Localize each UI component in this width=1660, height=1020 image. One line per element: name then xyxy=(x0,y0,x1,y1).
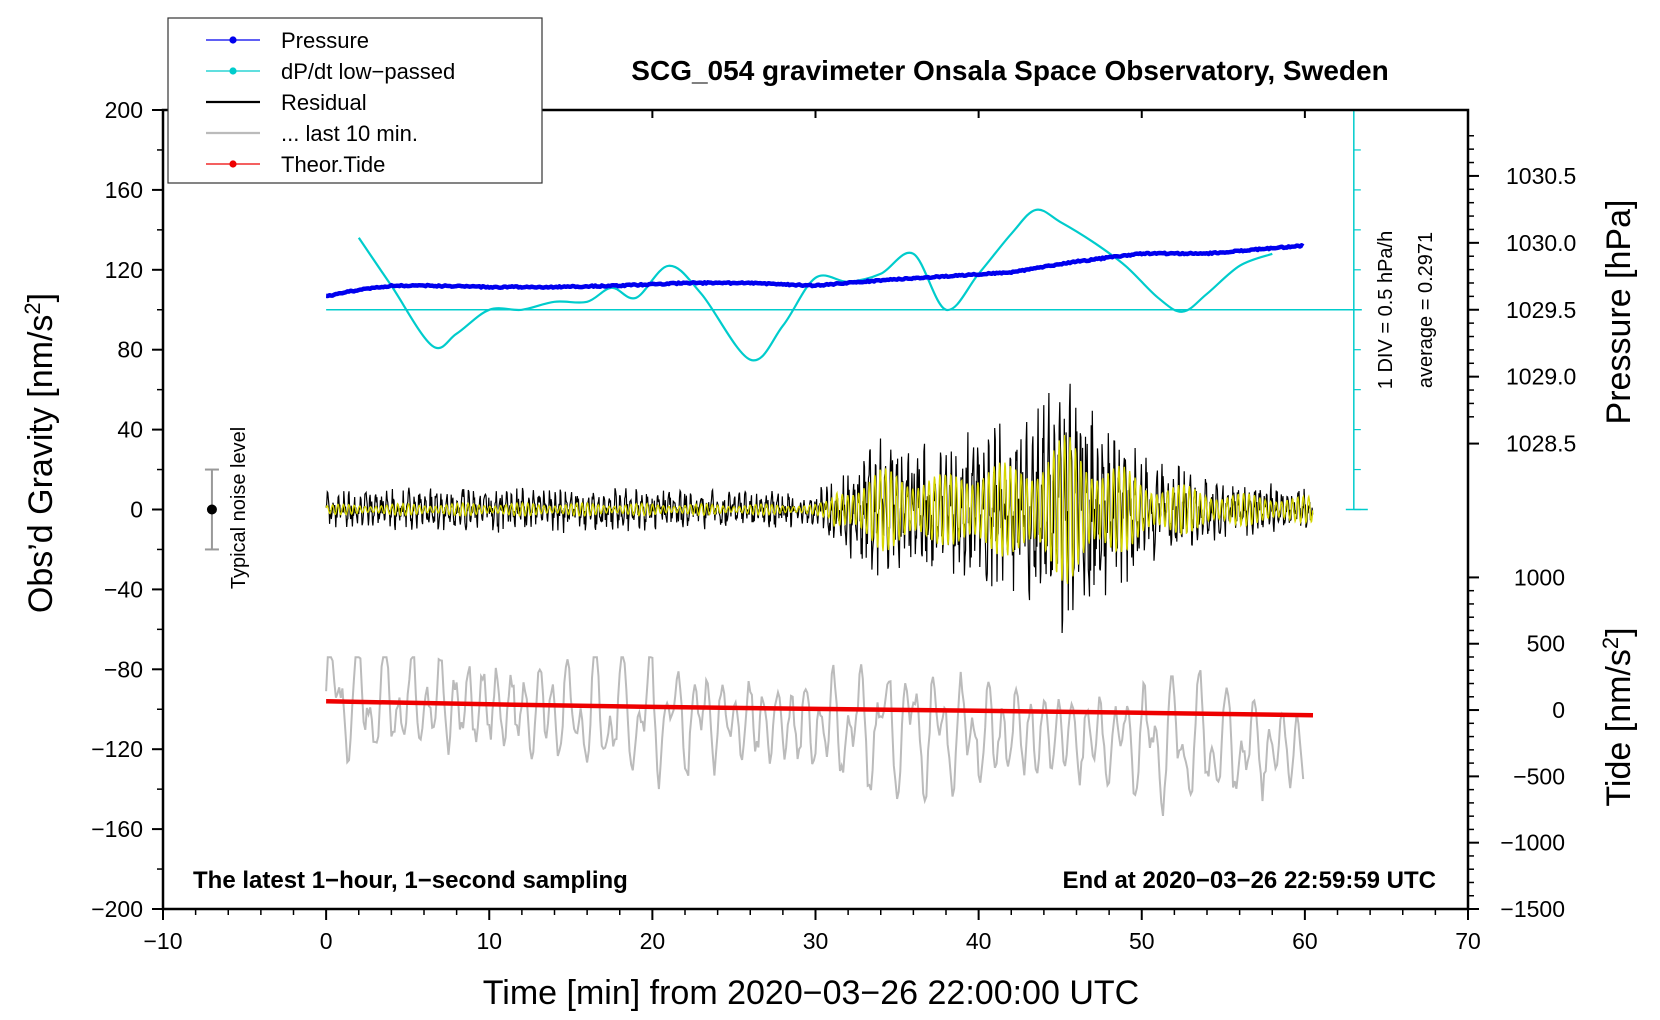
x-axis-label: Time [min] from 2020−03−26 22:00:00 UTC xyxy=(483,974,1139,1012)
tide-axis-label-sup: 2 xyxy=(1598,637,1623,649)
x-tick-label: 30 xyxy=(803,928,829,954)
legend-label-theor-tide: Theor.Tide xyxy=(281,152,385,177)
series-pressure-line xyxy=(325,243,1305,299)
legend-label-dp-dt-low-passed: dP/dt low−passed xyxy=(281,59,455,84)
tide-tick-label: −500 xyxy=(1513,763,1565,789)
legend-marker-theor-tide xyxy=(229,160,237,168)
series-dpdt-line xyxy=(357,208,1273,362)
y-tick-label: 160 xyxy=(105,177,143,203)
pressure-tick-label: 1029.0 xyxy=(1506,364,1576,390)
legend-marker-dp-dt-low-passed xyxy=(229,67,237,75)
tide-axis-label: Tide [nm/s2] xyxy=(1598,627,1638,806)
tide-tick-label: 0 xyxy=(1552,697,1565,723)
y-tick-label: −200 xyxy=(91,896,143,922)
pressure-tick-label: 1028.5 xyxy=(1506,431,1576,457)
x-tick-label: 70 xyxy=(1455,928,1481,954)
pressure-tick-label: 1030.0 xyxy=(1506,230,1576,256)
legend-box xyxy=(167,17,543,184)
x-tick-label: 60 xyxy=(1292,928,1318,954)
y-axis-label: Obs’d Gravity [nm/s2] xyxy=(20,293,60,613)
y-axis-label-sup: 2 xyxy=(20,302,45,314)
x-tick-label: −10 xyxy=(143,928,182,954)
tide-axis-label-end: ] xyxy=(1600,627,1638,636)
x-tick-label: 0 xyxy=(320,928,333,954)
legend-label-last-10-min: ... last 10 min. xyxy=(281,121,418,146)
series-theor-tide-line xyxy=(326,699,1314,718)
pressure-axis-label: Pressure [hPa] xyxy=(1600,200,1638,425)
x-tick-label: 50 xyxy=(1129,928,1155,954)
dpdt-scale-div-label: 1 DIV = 0.5 hPa/h xyxy=(1375,231,1397,389)
annotation-end-time: End at 2020−03−26 22:59:59 UTC xyxy=(1062,867,1436,894)
x-tick-label: 40 xyxy=(966,928,992,954)
y-tick-label: −40 xyxy=(104,576,143,602)
tide-tick-label: −1500 xyxy=(1500,896,1565,922)
y-tick-label: 0 xyxy=(130,497,143,523)
noise-level-label: Typical noise level xyxy=(228,427,250,589)
y-tick-label: 80 xyxy=(117,337,143,363)
series-last-10-min-line xyxy=(325,656,1305,817)
tide-tick-label: 500 xyxy=(1527,631,1565,657)
y-tick-label: 200 xyxy=(105,97,143,123)
x-tick-label: 20 xyxy=(640,928,666,954)
legend-label-residual: Residual xyxy=(281,90,367,115)
y-axis-label-end: ] xyxy=(22,293,60,302)
tide-tick-label: 1000 xyxy=(1514,564,1565,590)
y-tick-label: −80 xyxy=(104,656,143,682)
pressure-tick-label: 1029.5 xyxy=(1506,297,1576,323)
y-tick-label: −120 xyxy=(91,736,143,762)
x-tick-label: 10 xyxy=(476,928,502,954)
series-band-passed-line xyxy=(325,434,1314,584)
annotation-sampling: The latest 1−hour, 1−second sampling xyxy=(193,867,628,894)
dpdt-scale-average-label: average = 0.2971 xyxy=(1415,232,1437,388)
noise-bar-center xyxy=(206,504,217,515)
legend-label-pressure: Pressure xyxy=(281,28,369,53)
y-tick-label: 120 xyxy=(105,257,143,283)
y-tick-label: −160 xyxy=(91,816,143,842)
y-tick-label: 40 xyxy=(117,417,143,443)
chart-title: SCG_054 gravimeter Onsala Space Observat… xyxy=(631,55,1388,86)
tide-axis-label-text: Tide [nm/s xyxy=(1600,649,1638,806)
y-axis-label-text: Obs’d Gravity [nm/s xyxy=(22,315,60,614)
tide-tick-label: −1000 xyxy=(1500,830,1565,856)
legend-marker-pressure xyxy=(229,36,237,44)
pressure-tick-label: 1030.5 xyxy=(1506,163,1576,189)
